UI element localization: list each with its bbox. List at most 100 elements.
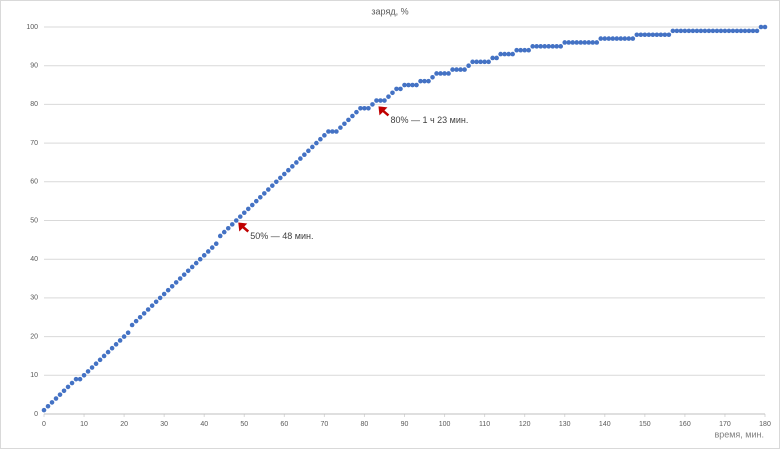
- point: [282, 171, 287, 177]
- point: [266, 187, 271, 192]
- y-tick-label: 90: [30, 63, 38, 70]
- point: [398, 86, 403, 92]
- point: [762, 24, 768, 30]
- point: [414, 82, 419, 88]
- point: [738, 28, 744, 34]
- point: [185, 268, 191, 274]
- point: [518, 47, 523, 53]
- point: [374, 98, 379, 103]
- point: [478, 59, 483, 65]
- point: [666, 32, 672, 38]
- point: [366, 105, 371, 111]
- point: [298, 156, 303, 161]
- y-tick-label: 80: [30, 101, 38, 108]
- point: [434, 71, 439, 76]
- point: [77, 376, 83, 382]
- point: [442, 71, 447, 76]
- point: [626, 36, 632, 41]
- point: [225, 225, 231, 231]
- point: [121, 334, 127, 339]
- point: [558, 44, 564, 49]
- point: [734, 28, 740, 34]
- y-tick-label: 20: [30, 333, 38, 340]
- x-tick-label: 40: [200, 421, 208, 428]
- point: [598, 36, 604, 41]
- point: [466, 63, 471, 68]
- point: [350, 113, 355, 119]
- point: [386, 94, 391, 99]
- point: [606, 36, 612, 41]
- x-tick-label: 80: [361, 421, 369, 428]
- point: [274, 179, 279, 185]
- point: [286, 167, 291, 173]
- point: [618, 36, 624, 41]
- point: [554, 44, 560, 49]
- point: [342, 121, 347, 127]
- point: [566, 40, 572, 45]
- point: [346, 117, 351, 123]
- point: [602, 36, 608, 41]
- point: [462, 67, 467, 72]
- point: [57, 392, 63, 397]
- point: [290, 164, 295, 169]
- point: [646, 32, 652, 38]
- point: [61, 388, 67, 394]
- point: [193, 260, 199, 266]
- point: [390, 90, 395, 96]
- point: [658, 32, 664, 38]
- point: [97, 357, 103, 363]
- point: [177, 276, 183, 281]
- point: [237, 214, 243, 219]
- point: [590, 40, 596, 45]
- point: [205, 249, 211, 254]
- point: [706, 28, 712, 34]
- point: [746, 28, 752, 34]
- point: [546, 44, 551, 49]
- point: [662, 32, 668, 38]
- point: [338, 125, 343, 130]
- y-tick-label: 100: [26, 24, 38, 31]
- point: [89, 365, 95, 370]
- y-tick-label: 50: [30, 217, 38, 224]
- chart-title: заряд, %: [371, 6, 408, 16]
- point: [173, 280, 179, 285]
- point: [262, 191, 267, 196]
- x-tick-label: 180: [759, 421, 771, 428]
- point: [69, 380, 75, 386]
- point: [330, 129, 335, 134]
- point: [370, 102, 375, 107]
- point: [586, 40, 592, 45]
- point: [306, 148, 311, 154]
- point: [470, 59, 475, 65]
- point: [498, 51, 503, 57]
- point: [241, 210, 247, 216]
- point: [534, 44, 539, 49]
- point: [302, 152, 307, 158]
- point: [125, 330, 131, 336]
- point: [654, 32, 660, 38]
- point: [494, 55, 499, 61]
- point: [249, 202, 255, 208]
- point: [410, 82, 415, 88]
- point: [294, 160, 299, 165]
- point: [161, 291, 167, 297]
- point: [278, 175, 283, 181]
- point: [253, 198, 259, 204]
- point: [446, 71, 451, 76]
- point: [201, 253, 207, 258]
- point: [506, 51, 511, 57]
- point: [430, 75, 435, 80]
- point: [562, 40, 568, 45]
- point: [165, 287, 171, 293]
- annotation-arrowhead: [378, 106, 388, 116]
- point: [630, 36, 636, 41]
- point: [458, 67, 463, 72]
- point: [45, 403, 51, 409]
- point: [678, 28, 684, 34]
- point: [81, 373, 87, 378]
- point: [217, 233, 223, 239]
- x-axis-label: время, мин.: [714, 429, 764, 439]
- point: [189, 264, 195, 270]
- point: [382, 98, 387, 103]
